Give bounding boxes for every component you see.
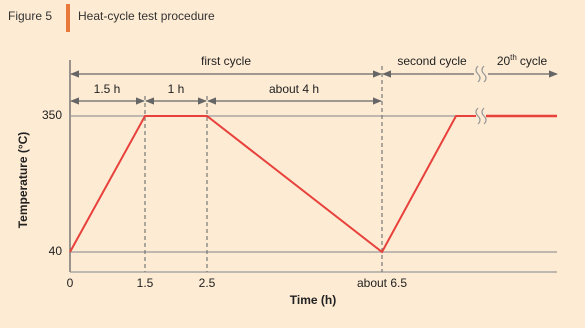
x-label: 2.5	[199, 276, 216, 290]
x-axis-title: Time (h)	[290, 293, 336, 307]
figure-title: Heat-cycle test procedure	[78, 9, 215, 23]
phase-label: 20th cycle	[497, 53, 548, 68]
y-label: 350	[42, 108, 62, 122]
temperature-profile	[69, 115, 476, 254]
x-label: 0	[67, 276, 74, 290]
cycle-number: 20	[497, 54, 511, 68]
x-label: 1.5	[137, 276, 154, 290]
phase-label: first cycle	[201, 54, 251, 68]
cycle-suffix: th	[510, 53, 517, 62]
x-label: about 6.5	[357, 276, 407, 290]
figure-label: Figure 5	[8, 9, 52, 23]
y-label: 40	[49, 244, 63, 258]
header-bar	[66, 4, 70, 32]
break-mark	[475, 107, 487, 125]
interval-label: 1.5 h	[94, 82, 121, 96]
break-mark	[475, 65, 487, 83]
cycle-text: cycle	[520, 54, 548, 68]
phase-label: second cycle	[397, 54, 467, 68]
interval-label: 1 h	[168, 82, 185, 96]
y-axis-title: Temperature (°C)	[16, 132, 30, 229]
interval-label: about 4 h	[269, 82, 319, 96]
